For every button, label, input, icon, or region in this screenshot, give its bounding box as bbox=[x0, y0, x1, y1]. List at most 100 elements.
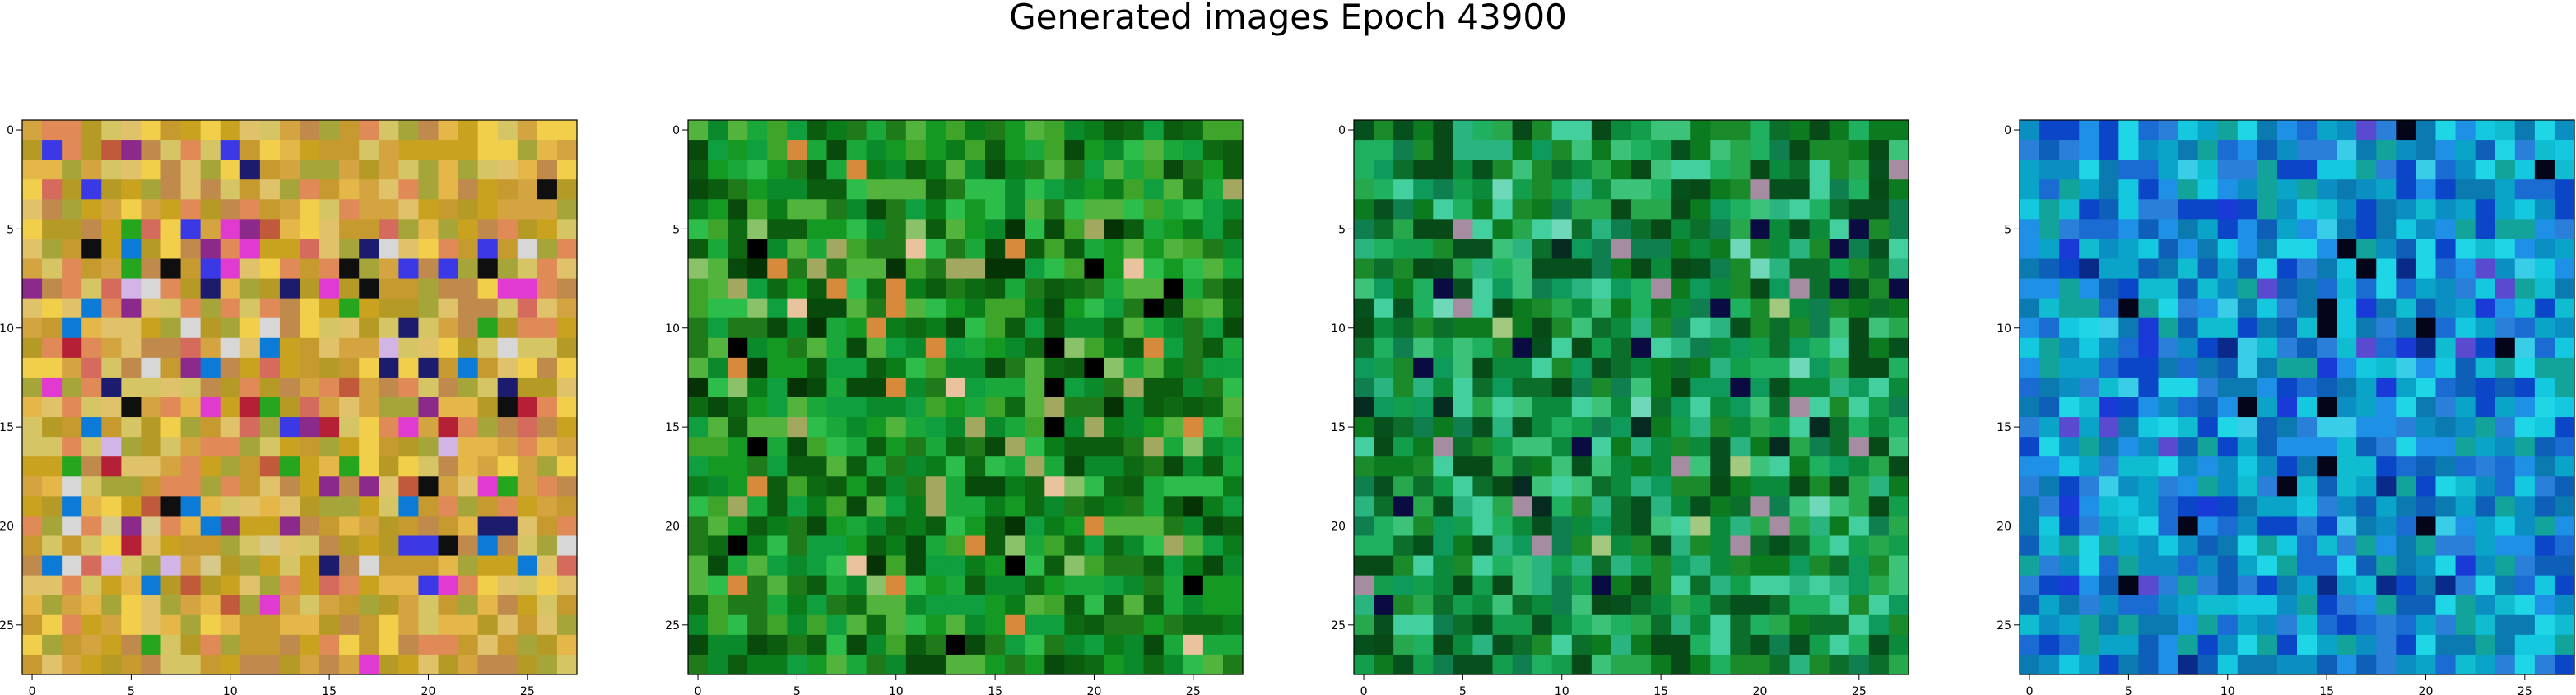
pixel bbox=[1084, 160, 1105, 180]
pixel bbox=[319, 516, 340, 537]
pixel bbox=[2059, 496, 2080, 517]
pixel bbox=[121, 258, 142, 280]
pixel bbox=[81, 337, 102, 359]
pixel bbox=[866, 219, 887, 240]
pixel bbox=[438, 357, 459, 378]
pixel bbox=[1222, 654, 1244, 675]
pixel bbox=[1354, 258, 1374, 280]
pixel bbox=[2297, 120, 2318, 141]
pixel bbox=[1222, 219, 1244, 240]
pixel bbox=[418, 258, 439, 280]
pixel bbox=[1104, 258, 1125, 280]
pixel bbox=[1512, 614, 1533, 636]
pixel bbox=[1222, 417, 1244, 438]
pixel bbox=[1183, 535, 1204, 557]
pixel bbox=[537, 337, 558, 359]
pixel bbox=[1393, 278, 1414, 299]
pixel bbox=[1084, 120, 1105, 141]
axes-frame bbox=[687, 119, 1244, 675]
pixel bbox=[319, 199, 340, 220]
pixel bbox=[2435, 199, 2457, 220]
pixel bbox=[180, 160, 202, 180]
pixel bbox=[945, 476, 966, 497]
pixel bbox=[688, 298, 709, 319]
pixel bbox=[886, 239, 907, 260]
pixel bbox=[1710, 337, 1731, 359]
pixel bbox=[1354, 140, 1374, 160]
pixel bbox=[1551, 337, 1573, 359]
pixel bbox=[2475, 397, 2496, 418]
pixel bbox=[2475, 595, 2496, 616]
pixel bbox=[1084, 575, 1105, 596]
pixel bbox=[1433, 160, 1453, 180]
pixel bbox=[537, 595, 558, 616]
pixel bbox=[2118, 417, 2140, 438]
pixel bbox=[418, 614, 439, 636]
pixel bbox=[1848, 535, 1870, 557]
pixel bbox=[1202, 397, 1224, 418]
pixel bbox=[1472, 377, 1494, 398]
pixel bbox=[22, 199, 43, 220]
pixel bbox=[1551, 258, 1573, 280]
pixel bbox=[1710, 278, 1731, 299]
pixel bbox=[925, 634, 946, 656]
pixel bbox=[1829, 140, 1850, 160]
pixel bbox=[1591, 516, 1612, 537]
pixel bbox=[1551, 654, 1573, 675]
pixel bbox=[160, 298, 182, 319]
pixel bbox=[1591, 258, 1612, 280]
pixel bbox=[866, 140, 887, 160]
pixel bbox=[121, 120, 142, 141]
pixel bbox=[2376, 456, 2397, 477]
pixel bbox=[101, 278, 122, 299]
pixel bbox=[537, 258, 558, 280]
pixel bbox=[359, 160, 379, 180]
pixel bbox=[1123, 199, 1145, 220]
pixel bbox=[1710, 377, 1731, 398]
pixel bbox=[985, 337, 1006, 359]
pixel bbox=[438, 575, 459, 596]
pixel bbox=[985, 476, 1006, 497]
pixel bbox=[2495, 199, 2516, 220]
pixel bbox=[2534, 476, 2555, 497]
pixel bbox=[2435, 160, 2457, 180]
pixel bbox=[2039, 417, 2060, 438]
pixel bbox=[2059, 654, 2080, 675]
pixel bbox=[458, 377, 479, 398]
pixel bbox=[2356, 317, 2377, 339]
pixel bbox=[1611, 199, 1632, 220]
pixel bbox=[1789, 456, 1811, 477]
y-tick-label: 10 bbox=[1997, 322, 2011, 336]
pixel bbox=[728, 179, 748, 200]
pixel bbox=[965, 614, 986, 636]
pixel bbox=[1393, 258, 1414, 280]
pixel bbox=[1374, 496, 1394, 517]
pixel bbox=[1611, 337, 1632, 359]
pixel bbox=[1222, 160, 1244, 180]
pixel bbox=[1769, 456, 1791, 477]
pixel bbox=[1222, 614, 1244, 636]
pixel bbox=[1472, 614, 1494, 636]
pixel bbox=[2178, 654, 2199, 675]
pixel bbox=[2475, 258, 2496, 280]
pixel bbox=[905, 278, 927, 299]
pixel bbox=[477, 614, 499, 636]
pixel bbox=[1671, 140, 1691, 160]
pixel bbox=[2455, 417, 2476, 438]
pixel bbox=[2554, 357, 2575, 378]
pixel bbox=[1005, 219, 1025, 240]
x-tick-label: 0 bbox=[695, 685, 702, 695]
pixel bbox=[2534, 634, 2555, 656]
pixel bbox=[2554, 120, 2575, 141]
x-tick-label: 0 bbox=[1360, 685, 1368, 695]
pixel bbox=[2099, 199, 2119, 220]
pixel bbox=[2039, 278, 2060, 299]
pixel bbox=[379, 239, 399, 260]
pixel bbox=[537, 614, 558, 636]
pixel bbox=[1123, 516, 1145, 537]
pixel bbox=[2495, 179, 2516, 200]
pixel bbox=[1512, 555, 1533, 577]
pixel bbox=[1222, 317, 1244, 339]
pixel bbox=[2416, 575, 2437, 596]
pixel bbox=[1512, 357, 1533, 378]
